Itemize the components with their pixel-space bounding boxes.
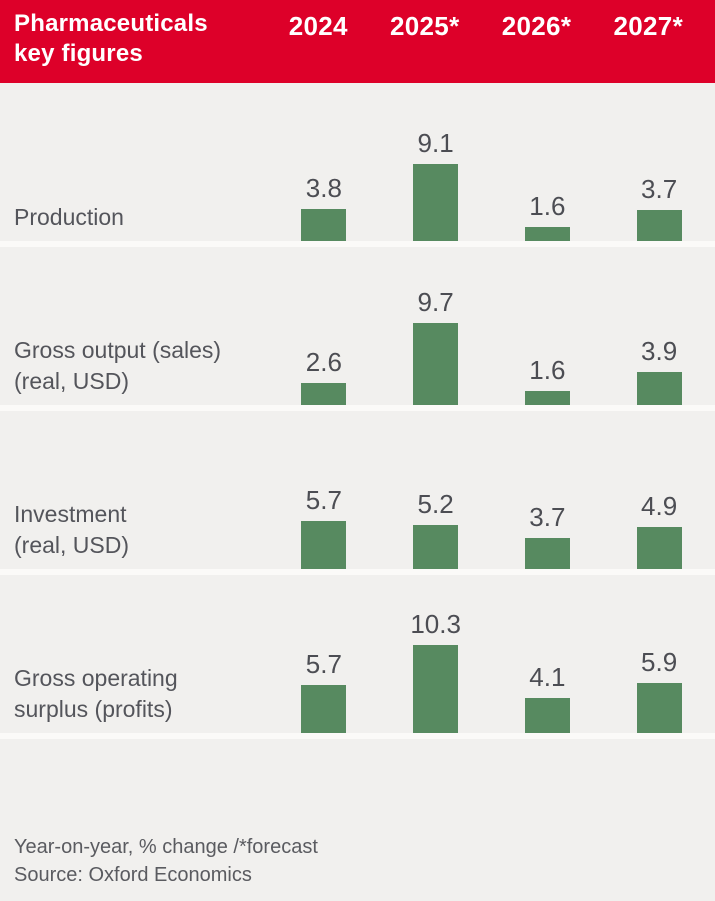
column-header-2027: 2027*: [613, 11, 683, 41]
chart-header: Pharmaceuticals key figures 2024 2025* 2…: [0, 0, 715, 83]
bar-value-label: 3.7: [641, 173, 678, 204]
chart-footer: Year-on-year, % change /*forecast Source…: [0, 739, 715, 901]
bar-value-label: 4.1: [529, 662, 566, 693]
bar: [413, 163, 459, 241]
bar-value-label: 10.3: [410, 609, 461, 640]
bar-value-label: 1.6: [529, 355, 566, 386]
column-header-2026: 2026*: [501, 11, 572, 41]
bar: [636, 682, 682, 733]
row-label: Gross operating surplus (profits): [0, 663, 268, 733]
bar: [524, 537, 570, 569]
bar: [301, 208, 347, 241]
bar-cell: 1.6: [492, 83, 604, 241]
bar: [301, 520, 347, 569]
row-label: Production: [0, 202, 268, 241]
row-label-line: (real, USD): [14, 368, 130, 394]
bar-cell: 5.9: [603, 575, 715, 733]
bar-cell: 3.7: [603, 83, 715, 241]
column-header-2024: 2024: [288, 11, 348, 41]
bar-cell: 3.7: [492, 411, 604, 569]
bar: [301, 382, 347, 405]
bar: [636, 371, 682, 405]
bar-cell: 3.9: [603, 247, 715, 405]
row-label-line: Production: [14, 204, 124, 230]
bar-cell: 5.7: [268, 411, 380, 569]
bar-cell: 9.7: [380, 247, 492, 405]
chart-title: Pharmaceuticals key figures: [0, 0, 268, 69]
bar-cell: 2.6: [268, 247, 380, 405]
bar: [413, 645, 459, 733]
bar-value-label: 4.9: [641, 491, 678, 522]
bar-cell: 1.6: [492, 247, 604, 405]
source: Source: Oxford Economics: [14, 864, 252, 886]
bar-value-label: 5.7: [305, 484, 342, 515]
row-label-line: Investment: [14, 501, 127, 527]
bar: [524, 227, 570, 241]
row-label: Gross output (sales) (real, USD): [0, 335, 268, 405]
row-label-line: Gross operating: [14, 665, 178, 691]
chart-row-3: Gross operating surplus (profits) 5.7 10.3 4…: [0, 575, 715, 739]
bar-value-label: 9.7: [417, 286, 454, 317]
chart-row-1: Gross output (sales) (real, USD) 2.6 9.7 1.6…: [0, 247, 715, 411]
footnote: Year-on-year, % change /*forecast: [14, 836, 318, 858]
bar-cell: 5.2: [380, 411, 492, 569]
bar-value-label: 5.7: [305, 648, 342, 679]
bar-cell: 4.9: [603, 411, 715, 569]
bar: [413, 524, 459, 569]
row-label-line: surplus (profits): [14, 696, 173, 722]
bar-cell: 10.3: [380, 575, 492, 733]
bar-value-label: 3.9: [641, 335, 678, 366]
chart-title-line2: key figures: [14, 40, 143, 67]
bar-value-label: 1.6: [529, 191, 566, 222]
bar-value-label: 3.7: [529, 501, 566, 532]
bar: [636, 209, 682, 241]
bar: [524, 391, 570, 405]
bar-value-label: 9.1: [417, 127, 454, 158]
bar-value-label: 5.2: [417, 488, 454, 519]
bar-cell: 3.8: [268, 83, 380, 241]
chart-rows: Production 3.8 9.1 1.6 3.7 Gross output (sale…: [0, 83, 715, 739]
chart-row-2: Investment (real, USD) 5.7 5.2 3.7 4.9: [0, 411, 715, 575]
column-header-2025: 2025*: [390, 11, 460, 41]
bar: [524, 698, 570, 733]
bar-value-label: 2.6: [305, 346, 342, 377]
bar: [301, 684, 347, 733]
chart-title-line1: Pharmaceuticals: [14, 10, 208, 37]
chart-row-0: Production 3.8 9.1 1.6 3.7: [0, 83, 715, 247]
bar-value-label: 5.9: [641, 646, 678, 677]
row-label: Investment (real, USD): [0, 499, 268, 569]
row-label-line: (real, USD): [14, 532, 130, 558]
bar-cell: 9.1: [380, 83, 492, 241]
bar-cell: 5.7: [268, 575, 380, 733]
row-label-line: Gross output (sales): [14, 337, 222, 363]
bar-value-label: 3.8: [305, 172, 342, 203]
bar: [636, 527, 682, 569]
bar: [413, 322, 459, 405]
bar-cell: 4.1: [492, 575, 604, 733]
